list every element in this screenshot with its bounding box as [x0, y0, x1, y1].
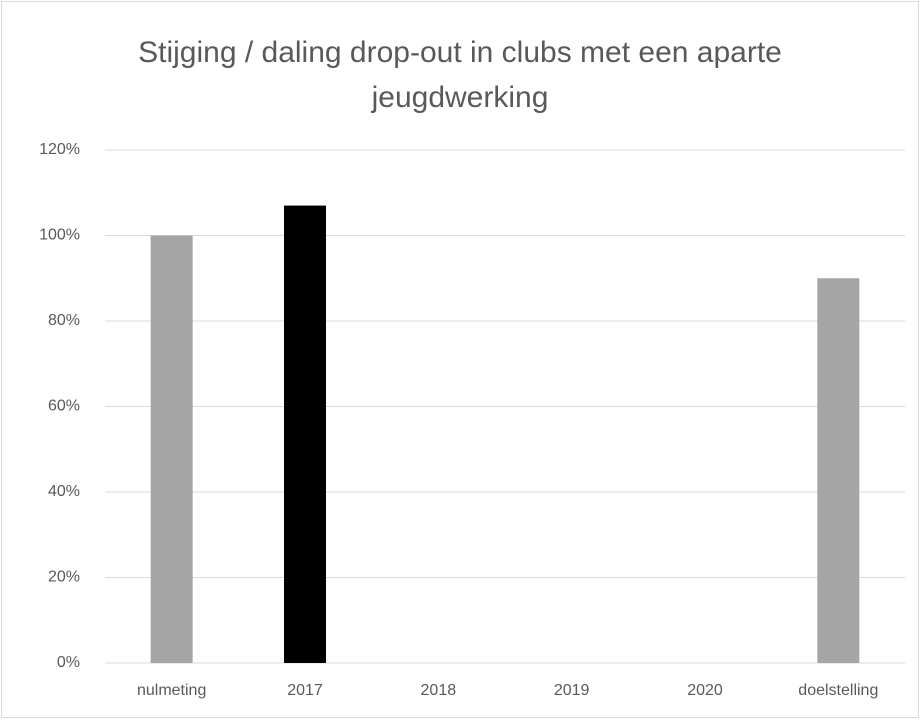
y-tick-label: 40% — [48, 483, 80, 500]
y-tick-label: 0% — [57, 654, 80, 671]
y-tick-label: 60% — [48, 398, 80, 415]
chart-title: Stijging / daling drop-out in clubs met … — [138, 36, 782, 114]
y-tick-label: 80% — [48, 312, 80, 329]
x-tick-label: doelstelling — [798, 682, 878, 699]
bar — [284, 205, 326, 663]
bar — [817, 278, 860, 663]
x-tick-label: nulmeting — [137, 682, 206, 699]
bar — [150, 235, 193, 663]
x-tick-label: 2017 — [287, 682, 323, 699]
y-tick-label: 20% — [48, 569, 80, 586]
y-tick-label: 120% — [39, 141, 80, 158]
y-tick-label: 100% — [39, 227, 80, 244]
x-tick-label: 2018 — [421, 682, 457, 699]
x-tick-label: 2020 — [687, 682, 723, 699]
x-tick-label: 2019 — [554, 682, 590, 699]
